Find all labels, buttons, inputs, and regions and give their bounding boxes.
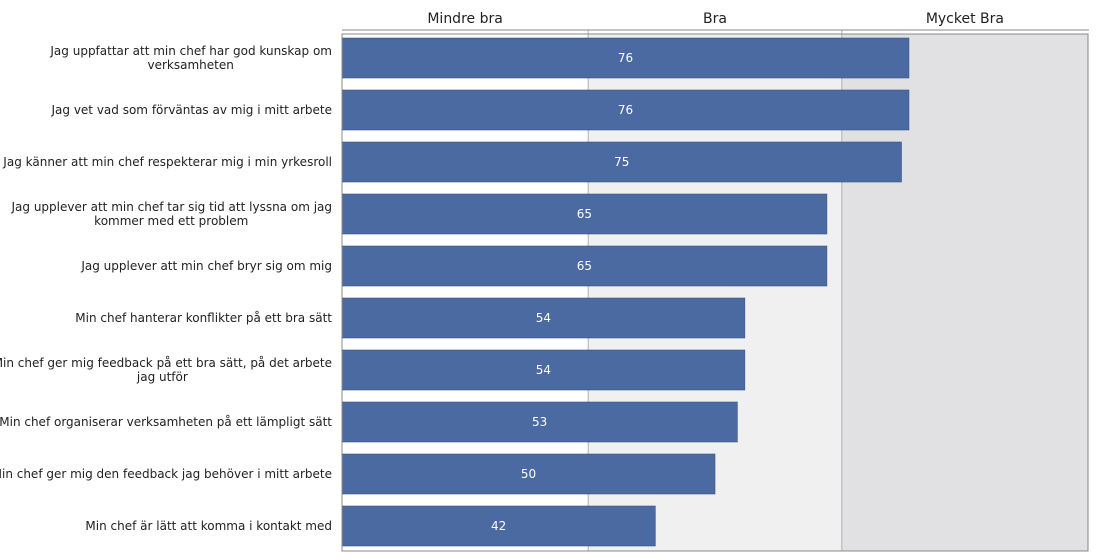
zone-label: Mycket Bra bbox=[926, 11, 1004, 27]
value-label: 50 bbox=[521, 467, 536, 481]
value-label: 65 bbox=[577, 259, 592, 273]
category-label: Jag upplever att min chef bryr sig om mi… bbox=[80, 259, 332, 273]
plot-frame bbox=[341, 33, 1089, 552]
value-label: 54 bbox=[536, 363, 551, 377]
value-label: 42 bbox=[491, 519, 506, 533]
category-label: verksamheten bbox=[148, 58, 234, 72]
category-label: jag utför bbox=[136, 370, 188, 384]
value-label: 54 bbox=[536, 311, 551, 325]
zone-label: Bra bbox=[703, 11, 727, 27]
zone-label: Mindre bra bbox=[427, 11, 502, 27]
category-label: kommer med ett problem bbox=[94, 214, 248, 228]
bar bbox=[341, 401, 738, 443]
category-label: Jag känner att min chef respekterar mig … bbox=[2, 155, 332, 169]
category-label: Min chef ger mig feedback på ett bra sät… bbox=[0, 356, 332, 370]
value-label: 75 bbox=[614, 155, 629, 169]
zone-header: Mindre bra Bra Mycket Bra bbox=[342, 11, 1089, 31]
category-label: Min chef är lätt att komma i kontakt med bbox=[85, 519, 332, 533]
category-label: Jag vet vad som förväntas av mig i mitt … bbox=[51, 103, 333, 117]
bar bbox=[341, 245, 828, 287]
bar bbox=[341, 89, 910, 131]
bar bbox=[341, 297, 746, 339]
category-label: Jag upplever att min chef tar sig tid at… bbox=[11, 200, 333, 214]
category-label: Min chef organiserar verksamheten på ett… bbox=[0, 415, 332, 429]
bar bbox=[341, 37, 910, 79]
value-label: 53 bbox=[532, 415, 547, 429]
bar bbox=[341, 193, 828, 235]
category-labels: Jag uppfattar att min chef har god kunsk… bbox=[0, 44, 332, 533]
category-label: Min chef hanterar konflikter på ett bra … bbox=[75, 311, 332, 325]
bars: 76 76 75 65 65 54 54 53 50 42 bbox=[341, 37, 910, 547]
plot-border bbox=[341, 33, 1089, 552]
value-label: 65 bbox=[577, 207, 592, 221]
category-label: Jag uppfattar att min chef har god kunsk… bbox=[49, 44, 332, 58]
bar bbox=[341, 453, 716, 495]
value-label: 76 bbox=[618, 51, 633, 65]
bar bbox=[341, 505, 656, 547]
category-label: Min chef ger mig den feedback jag behöve… bbox=[0, 467, 332, 481]
bar bbox=[341, 141, 902, 183]
bar bbox=[341, 349, 746, 391]
value-label: 76 bbox=[618, 103, 633, 117]
